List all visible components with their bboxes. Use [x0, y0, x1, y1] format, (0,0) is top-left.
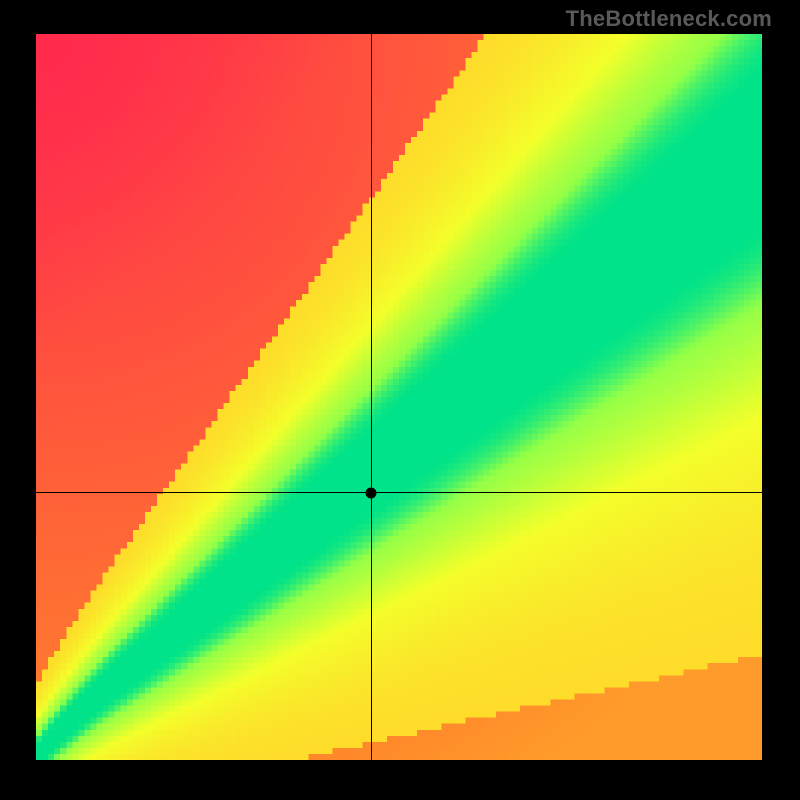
- bottleneck-heatmap: [36, 34, 762, 760]
- marker-dot: [366, 487, 377, 498]
- crosshair-horizontal: [36, 492, 762, 493]
- plot-area: [36, 34, 762, 760]
- crosshair-vertical: [371, 34, 372, 760]
- chart-container: TheBottleneck.com: [0, 0, 800, 800]
- watermark-text: TheBottleneck.com: [566, 6, 772, 32]
